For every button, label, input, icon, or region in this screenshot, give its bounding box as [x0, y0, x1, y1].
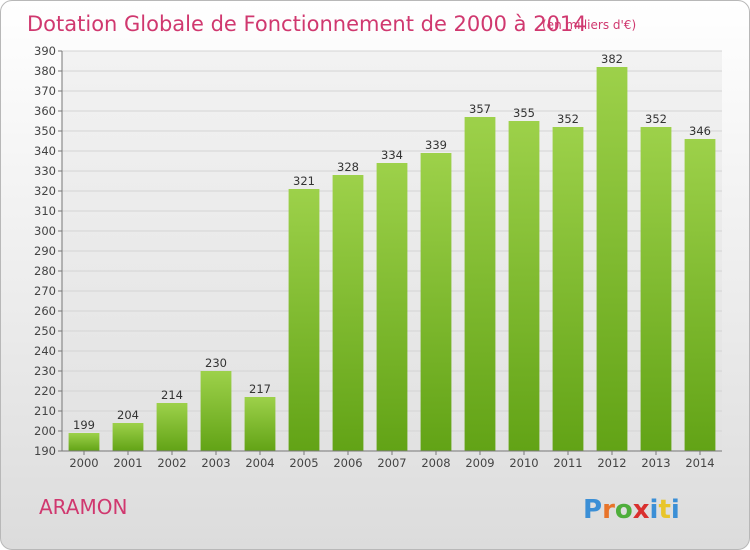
x-tick-label-2003: 2003 [201, 456, 230, 470]
logo-letter: o [615, 495, 633, 525]
bar-2006 [332, 175, 364, 451]
value-label-2000: 199 [73, 418, 95, 432]
y-tick-label: 280 [34, 264, 56, 278]
x-tick-label-2002: 2002 [157, 456, 186, 470]
city-name: ARAMON [39, 495, 127, 519]
x-tick-label-2004: 2004 [245, 456, 274, 470]
logo-letter: t [658, 495, 670, 525]
bar-2013 [640, 127, 672, 451]
bars-group [68, 67, 716, 451]
bar-2007 [376, 163, 408, 451]
bar-2001 [112, 423, 144, 451]
value-label-2012: 382 [601, 52, 623, 66]
value-label-2006: 328 [337, 160, 359, 174]
value-label-2002: 214 [161, 388, 183, 402]
y-tick-label: 330 [34, 164, 56, 178]
x-axis: 2000 2001 2002 2003 2004 2005 2006 2007 2008 2009… [62, 450, 722, 470]
bar-2010 [508, 121, 540, 451]
x-tick-label-2005: 2005 [289, 456, 318, 470]
bar-2003 [200, 371, 232, 451]
value-label-2003: 230 [205, 356, 227, 370]
y-tick-label: 220 [34, 384, 56, 398]
bar-2005 [288, 189, 320, 451]
y-tick-label: 230 [34, 364, 56, 378]
logo-letter: i [671, 495, 680, 525]
x-tick-label-2007: 2007 [377, 456, 406, 470]
bar-2011 [552, 127, 584, 451]
y-tick-label: 390 [34, 44, 56, 58]
y-tick-label: 370 [34, 84, 56, 98]
logo-letter: r [602, 495, 615, 525]
logo-letter: i [650, 495, 659, 525]
bar-2008 [420, 153, 452, 451]
bar-2004 [244, 397, 276, 451]
x-tick-label-2008: 2008 [421, 456, 450, 470]
value-label-2005: 321 [293, 174, 315, 188]
proxiti-logo: Proxiti [583, 495, 680, 525]
value-label-2004: 217 [249, 382, 271, 396]
bar-2012 [596, 67, 628, 451]
bar-2009 [464, 117, 496, 451]
x-tick-label-2014: 2014 [685, 456, 714, 470]
x-tick-label-2001: 2001 [113, 456, 142, 470]
y-tick-label: 250 [34, 324, 56, 338]
y-tick-label: 200 [34, 424, 56, 438]
y-tick-label: 210 [34, 404, 56, 418]
value-label-2001: 204 [117, 408, 139, 422]
x-tick-label-2009: 2009 [465, 456, 494, 470]
x-tick-label-2013: 2013 [641, 456, 670, 470]
value-label-2009: 357 [469, 102, 491, 116]
value-label-2007: 334 [381, 148, 403, 162]
x-tick-label-2000: 2000 [69, 456, 98, 470]
y-axis: 190 200 210 220 230 240 250 260 270 280 290 300 310 3… [34, 44, 63, 458]
x-tick-label-2006: 2006 [333, 456, 362, 470]
y-tick-label: 350 [34, 124, 56, 138]
y-tick-label: 260 [34, 304, 56, 318]
x-tick-label-2011: 2011 [553, 456, 582, 470]
y-tick-label: 360 [34, 104, 56, 118]
value-labels: 199 204 214 230 217 321 328 334 339 357 355 352 382 3… [73, 52, 711, 432]
value-label-2013: 352 [645, 112, 667, 126]
y-tick-label: 310 [34, 204, 56, 218]
x-tick-label-2010: 2010 [509, 456, 538, 470]
y-tick-label: 240 [34, 344, 56, 358]
logo-letter: x [633, 495, 650, 525]
y-tick-label: 380 [34, 64, 56, 78]
y-tick-label: 290 [34, 244, 56, 258]
x-tick-label-2012: 2012 [597, 456, 626, 470]
value-label-2014: 346 [689, 124, 711, 138]
y-tick-label: 340 [34, 144, 56, 158]
bar-2014 [684, 139, 716, 451]
bar-2000 [68, 433, 100, 451]
bar-2002 [156, 403, 188, 451]
y-tick-label: 190 [34, 444, 56, 458]
y-tick-label: 270 [34, 284, 56, 298]
logo-letter: P [583, 495, 602, 525]
value-label-2008: 339 [425, 138, 447, 152]
y-tick-label: 320 [34, 184, 56, 198]
value-label-2011: 352 [557, 112, 579, 126]
value-label-2010: 355 [513, 106, 535, 120]
y-tick-label: 300 [34, 224, 56, 238]
chart-title: Dotation Globale de Fonctionnement de 20… [27, 12, 587, 36]
chart-subtitle: (en milliers d'€) [542, 18, 636, 32]
